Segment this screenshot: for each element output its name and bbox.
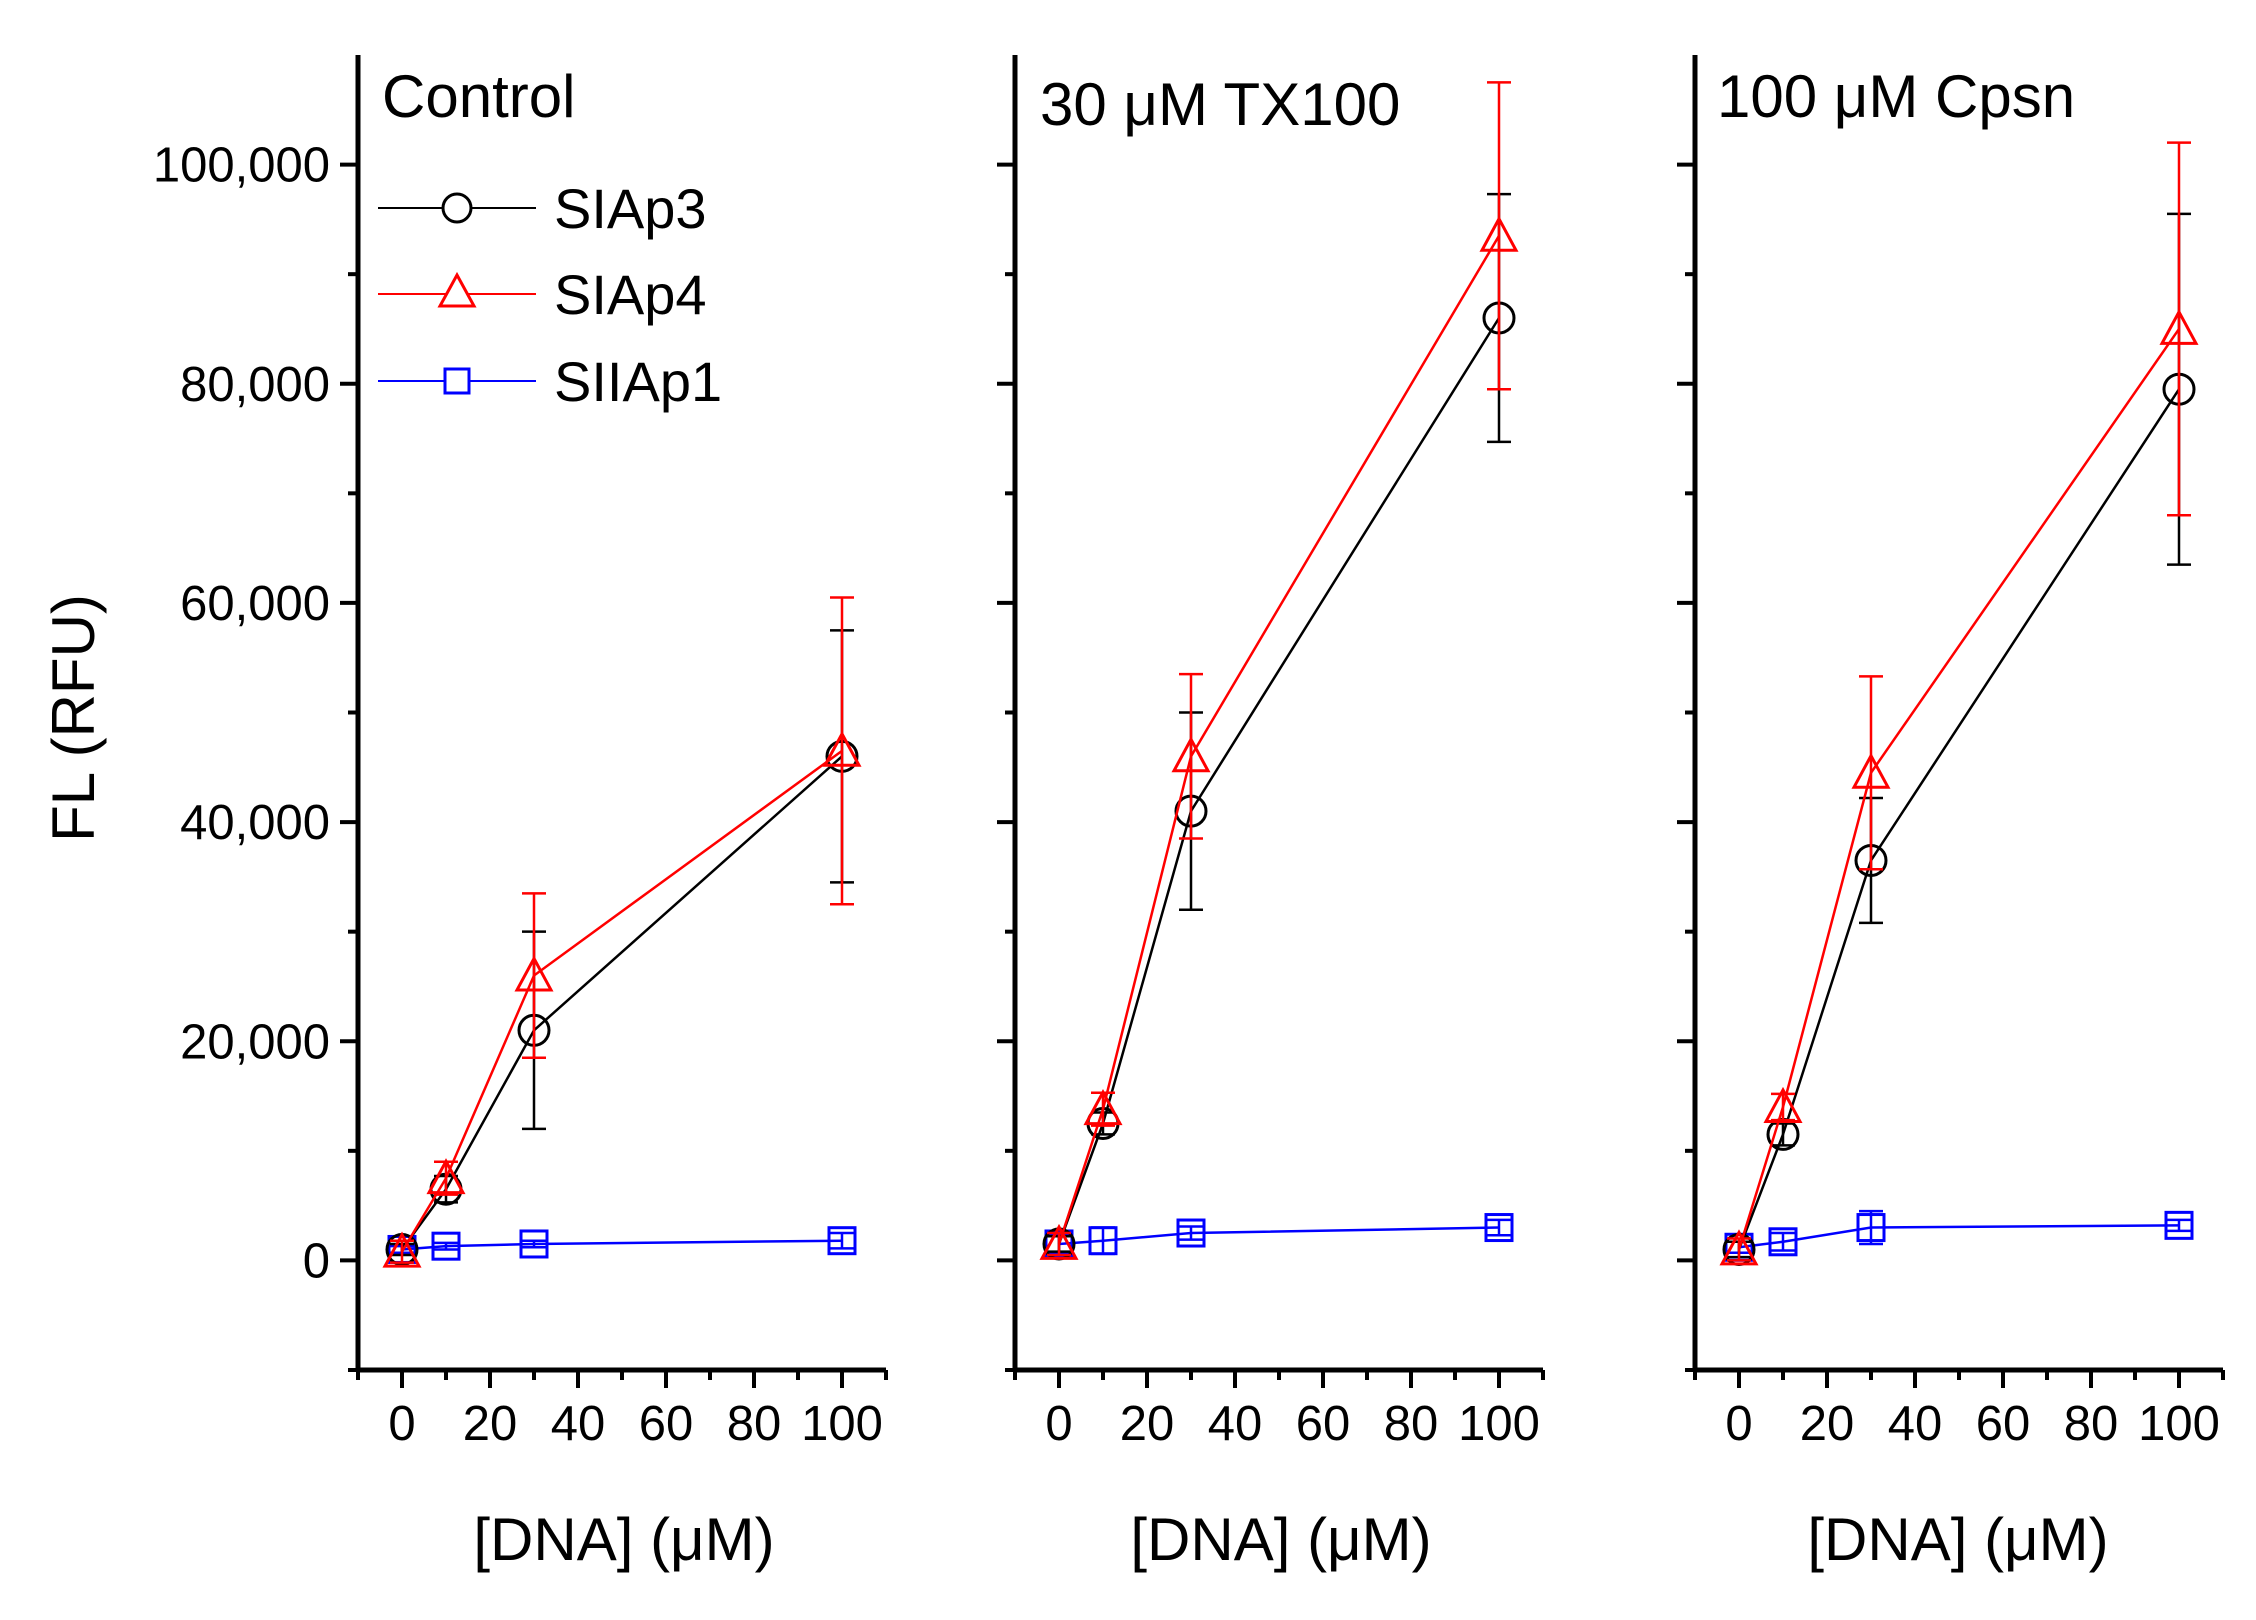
series-siap4 <box>382 596 862 1268</box>
x-tick-label: 40 <box>1888 1397 1943 1451</box>
series-siiap1 <box>1044 1213 1514 1259</box>
series-siap4 <box>1039 81 1519 1260</box>
x-tick-label: 80 <box>1384 1397 1439 1451</box>
series-siap4 <box>1719 141 2199 1266</box>
series-line <box>1057 317 1501 1245</box>
axes: 0 20 40 60 80 100 <box>997 55 1545 1451</box>
x-tick-label: 100 <box>2138 1397 2220 1451</box>
y-tick-label: 0 <box>303 1234 330 1288</box>
series-line <box>1058 1226 1500 1246</box>
data-point-triangle <box>514 955 554 992</box>
legend-marker-circle <box>441 192 473 224</box>
legend-label: SIIAp1 <box>554 350 722 413</box>
x-tick-label: 80 <box>2064 1397 2119 1451</box>
data-point-square <box>1088 1226 1118 1256</box>
series-line <box>1737 388 2181 1250</box>
panel-title: Control <box>382 63 575 130</box>
panel-tx100: 0 20 40 60 80 100 30 μM TX100 [DNA] (μM) <box>997 55 1545 1573</box>
data-point-square <box>827 1226 857 1256</box>
series-layer <box>1039 81 1519 1261</box>
series-line <box>401 1239 843 1251</box>
x-tick-label: 80 <box>727 1397 782 1451</box>
y-axis-title: FL (RFU) <box>40 594 107 842</box>
series-siap3 <box>1042 192 1516 1261</box>
legend-label: SIAp3 <box>554 177 707 240</box>
data-point-square <box>1484 1213 1514 1243</box>
x-tick-label: 100 <box>801 1397 883 1451</box>
y-tick-label: 80,000 <box>180 358 330 412</box>
x-axis-title: [DNA] (μM) <box>473 1506 774 1573</box>
legend-item-siap4: SIAp4 <box>378 263 707 326</box>
series-layer <box>1719 141 2199 1266</box>
y-tick-label: 60,000 <box>180 577 330 631</box>
x-axis-title: [DNA] (μM) <box>1807 1506 2108 1573</box>
series-line <box>1057 235 1501 1245</box>
x-tick-label: 20 <box>1120 1397 1175 1451</box>
data-point-triangle <box>1719 1229 1759 1266</box>
axes: 0 20 40 60 80 100 <box>1677 55 2225 1451</box>
legend-label: SIAp4 <box>554 263 707 326</box>
y-tick-label: 100,000 <box>153 139 330 193</box>
series-siap3 <box>1722 212 2196 1266</box>
legend-item-siiap1: SIIAp1 <box>378 350 722 413</box>
data-point-triangle <box>1083 1089 1123 1126</box>
data-point-triangle <box>822 730 862 767</box>
x-tick-label: 40 <box>551 1397 606 1451</box>
x-tick-label: 60 <box>1976 1397 2031 1451</box>
data-point-square <box>2164 1210 2194 1240</box>
data-point-triangle <box>1479 215 1519 252</box>
panel-title: 30 μM TX100 <box>1040 71 1400 138</box>
data-point-square <box>1176 1218 1206 1248</box>
data-point-square <box>431 1231 461 1261</box>
data-point-square <box>1856 1213 1886 1243</box>
series-line <box>1738 1224 2180 1249</box>
data-point-triangle <box>1171 736 1211 773</box>
panel-title: 100 μM Cpsn <box>1717 63 2075 130</box>
legend-marker-triangle <box>437 271 477 308</box>
series-siap3 <box>385 629 859 1266</box>
series-line <box>1737 328 2181 1250</box>
series-layer <box>382 596 862 1268</box>
series-siiap1 <box>387 1226 857 1264</box>
y-tick-label: 40,000 <box>180 796 330 850</box>
data-point-triangle <box>1763 1086 1803 1123</box>
x-tick-label: 20 <box>1800 1397 1855 1451</box>
x-tick-label: 0 <box>1045 1397 1072 1451</box>
data-point-triangle <box>1851 752 1891 789</box>
x-tick-label: 60 <box>639 1397 694 1451</box>
x-tick-label: 20 <box>463 1397 518 1451</box>
x-tick-label: 60 <box>1296 1397 1351 1451</box>
legend: SIAp3 SIAp4 SIIAp1 <box>378 177 722 413</box>
x-tick-label: 0 <box>388 1397 415 1451</box>
x-tick-label: 0 <box>1725 1397 1752 1451</box>
series-line <box>400 755 843 1251</box>
axes: 0 20,000 40,000 60,000 80,000 100,000 0 20 40 60 8… <box>153 55 888 1451</box>
x-axis-title: [DNA] (μM) <box>1130 1506 1431 1573</box>
panel-control: 0 20,000 40,000 60,000 80,000 100,000 0 20 40 60 8… <box>153 55 888 1573</box>
panel-cpsn: 0 20 40 60 80 100 100 μM Cpsn [DNA] (μM) <box>1677 55 2225 1573</box>
y-tick-label: 20,000 <box>180 1015 330 1069</box>
legend-marker-square <box>443 367 471 395</box>
data-point-triangle <box>382 1231 422 1268</box>
data-point-triangle <box>426 1158 466 1195</box>
x-tick-label: 100 <box>1458 1397 1540 1451</box>
data-point-triangle <box>1039 1223 1079 1260</box>
series-line <box>400 749 843 1253</box>
data-point-triangle <box>2159 308 2199 345</box>
data-point-square <box>519 1229 549 1259</box>
x-tick-label: 40 <box>1208 1397 1263 1451</box>
series-siiap1 <box>1724 1209 2194 1262</box>
data-point-square <box>1768 1227 1798 1257</box>
legend-item-siap3: SIAp3 <box>378 177 707 240</box>
